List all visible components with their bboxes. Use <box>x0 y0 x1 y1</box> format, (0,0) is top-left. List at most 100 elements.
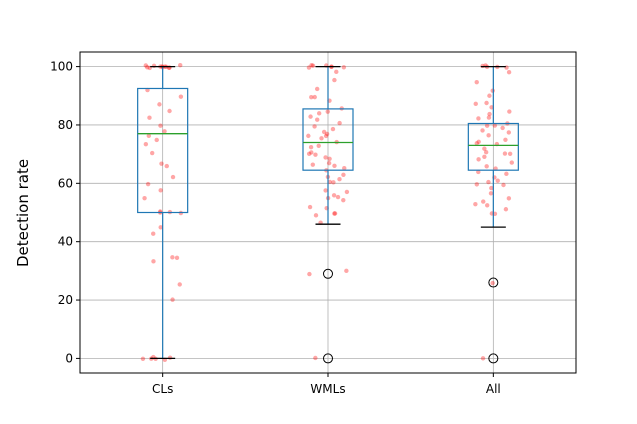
jitter-point <box>314 86 320 92</box>
jitter-point <box>154 137 159 143</box>
jitter-point <box>492 123 498 128</box>
y-tick-label: 100 <box>50 60 73 74</box>
jitter-point <box>158 123 163 128</box>
jitter-point <box>310 162 316 167</box>
jitter-point <box>157 102 162 107</box>
jitter-point <box>484 164 489 169</box>
jitter-point <box>489 185 494 191</box>
jitter-point <box>488 191 494 196</box>
jitter-point <box>145 181 151 187</box>
jitter-point <box>342 166 347 171</box>
x-tick-label: CLs <box>152 382 173 396</box>
jitter-point <box>308 114 313 119</box>
jitter-point <box>309 62 314 68</box>
jitter-point <box>170 255 175 260</box>
jitter-point <box>150 150 155 156</box>
jitter-point <box>506 196 512 201</box>
jitter-point <box>474 79 479 85</box>
jitter-point <box>326 160 332 166</box>
jitter-point <box>327 179 333 185</box>
jitter-point <box>327 156 332 161</box>
jitter-point <box>332 77 337 83</box>
jitter-point <box>323 155 328 160</box>
jitter-point <box>325 109 330 114</box>
jitter-point <box>313 355 318 361</box>
jitter-point <box>489 105 494 110</box>
jitter-point <box>307 271 312 277</box>
jitter-point <box>170 297 175 302</box>
jitter-point <box>487 111 492 117</box>
jitter-point <box>484 100 489 106</box>
jitter-point <box>312 124 317 129</box>
jitter-point <box>503 137 508 143</box>
jitter-point <box>313 213 319 218</box>
jitter-point <box>341 172 346 178</box>
outlier-marker <box>488 353 499 364</box>
jitter-point <box>306 133 311 139</box>
jitter-point <box>482 154 487 160</box>
jitter-point <box>480 128 485 133</box>
jitter-point <box>158 188 163 193</box>
jitter-point <box>485 203 490 208</box>
jitter-point <box>332 211 337 216</box>
jitter-point <box>140 356 146 362</box>
jitter-point <box>308 144 314 150</box>
jitter-point <box>167 108 172 114</box>
jitter-point <box>480 356 486 361</box>
jitter-point <box>312 94 317 100</box>
jitter-point <box>495 178 500 183</box>
jitter-point <box>502 151 508 156</box>
jitter-point <box>473 201 478 207</box>
jitter-point <box>142 195 147 201</box>
box-iqr <box>137 87 189 214</box>
jitter-point <box>506 130 512 135</box>
jitter-point <box>177 282 182 287</box>
x-ticks: CLs WMLs All <box>152 373 501 396</box>
jitter-point <box>319 136 324 141</box>
jitter-point <box>507 109 512 114</box>
jitter-point <box>324 131 330 137</box>
outlier-marker <box>323 268 333 279</box>
jitter-point <box>330 126 336 132</box>
box-all <box>467 65 519 364</box>
jitter-point <box>332 211 338 216</box>
jitter-point <box>145 65 150 70</box>
jitter-point <box>473 101 478 107</box>
jitter-point <box>474 182 480 187</box>
y-tick-label: 20 <box>58 293 73 307</box>
jitter-point <box>476 139 481 145</box>
jitter-point <box>306 151 312 157</box>
jitter-point <box>503 207 509 212</box>
jitter-point <box>309 94 314 100</box>
jitter-point <box>484 123 490 128</box>
jitter-point <box>331 180 336 185</box>
jitter-point <box>178 63 183 68</box>
jitter-point <box>313 152 318 157</box>
jitter-point <box>315 117 320 122</box>
x-tick-label: All <box>486 382 501 396</box>
jitter-point <box>481 199 486 204</box>
jitter-point <box>474 141 479 146</box>
jitter-point <box>151 231 156 236</box>
jitter-point <box>500 125 505 131</box>
box-wmls <box>302 65 354 364</box>
jitter-point <box>487 93 492 98</box>
jitter-point <box>486 115 492 120</box>
jitter-point <box>151 259 156 264</box>
jitter-point <box>159 161 164 166</box>
jitter-point <box>143 63 149 68</box>
boxes <box>137 65 519 364</box>
jitter-point <box>334 69 339 75</box>
jitter-point <box>323 133 329 139</box>
jitter-point <box>167 355 173 360</box>
jitter-point <box>309 150 314 155</box>
jitter-point <box>323 188 328 193</box>
jitter-point <box>162 129 167 134</box>
jitter-point <box>158 225 163 230</box>
jitter-point <box>486 133 491 138</box>
jitter-point <box>174 255 180 261</box>
jitter-point <box>332 163 337 169</box>
jitter-point <box>335 194 341 200</box>
jitter-point <box>490 280 495 286</box>
